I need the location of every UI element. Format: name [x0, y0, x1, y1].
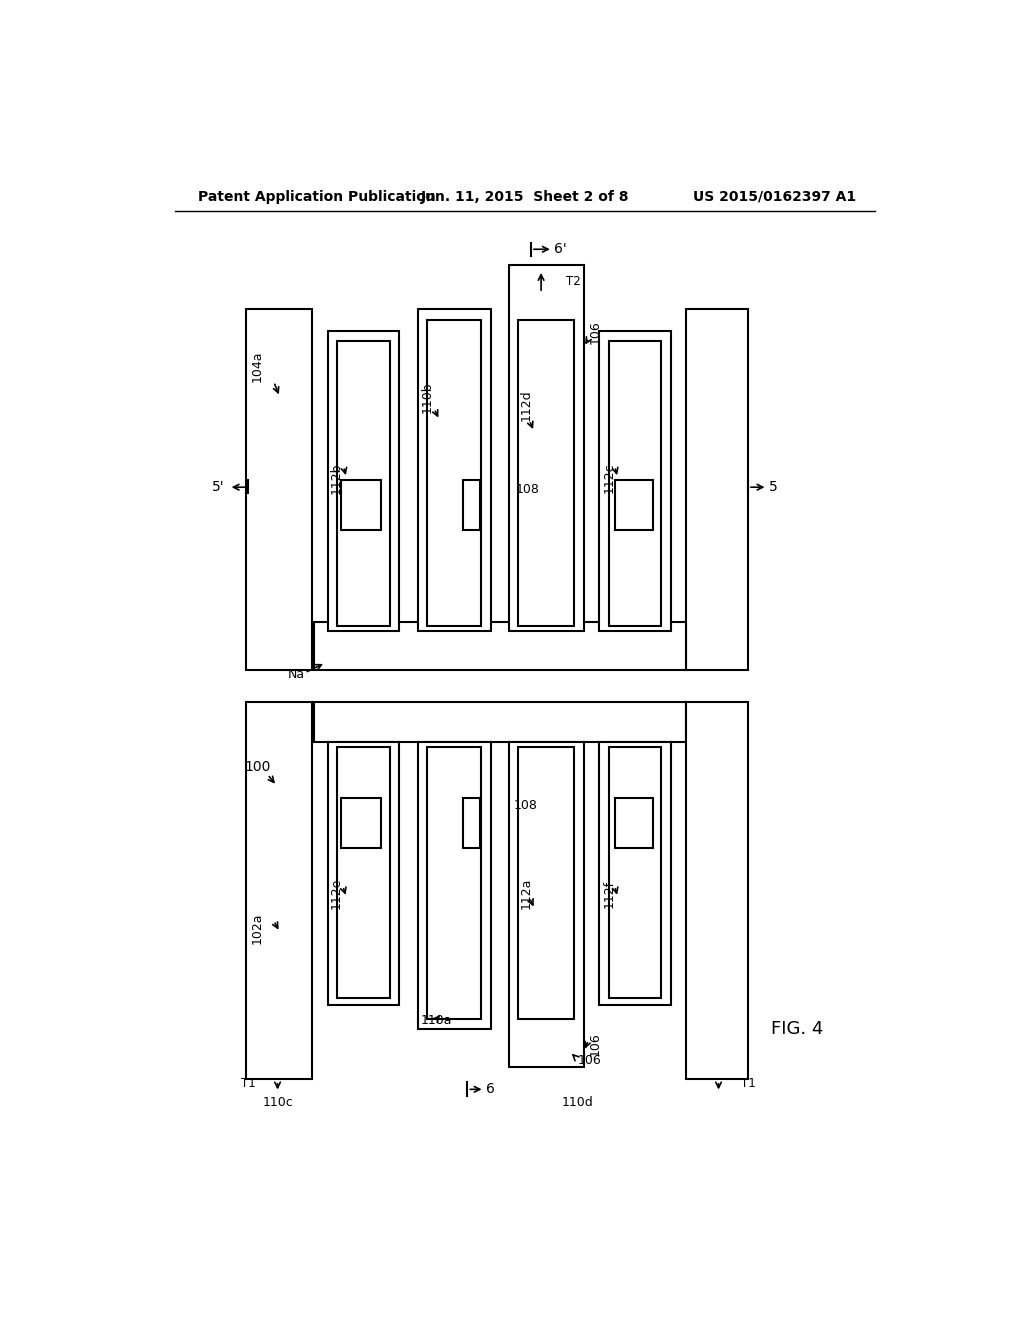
Text: 106: 106 [589, 319, 602, 343]
Bar [463, 797, 480, 847]
Text: 112a: 112a [519, 878, 532, 909]
Bar [328, 331, 399, 631]
Text: 108: 108 [515, 483, 540, 496]
Bar [328, 742, 399, 1006]
Text: 6: 6 [486, 1082, 495, 1097]
Bar [337, 747, 390, 998]
Text: 110c: 110c [262, 1096, 293, 1109]
Text: 106: 106 [589, 1032, 602, 1056]
Bar [518, 747, 573, 1019]
Text: 108: 108 [513, 799, 537, 812]
Bar [608, 747, 662, 998]
Text: 112e: 112e [330, 878, 342, 909]
Text: 6': 6' [554, 243, 567, 256]
Text: T1: T1 [241, 1077, 256, 1090]
Text: 112b: 112b [330, 462, 342, 494]
Bar [599, 742, 671, 1006]
Bar [337, 341, 390, 626]
Text: Na: Na [288, 668, 305, 681]
Text: Patent Application Publication: Patent Application Publication [198, 190, 435, 203]
Text: 5': 5' [212, 480, 224, 494]
Text: 102a: 102a [251, 912, 263, 944]
Text: 112f: 112f [602, 879, 615, 908]
Bar [246, 702, 312, 1078]
Bar [509, 264, 584, 631]
Bar [463, 480, 480, 531]
Text: 110d: 110d [561, 1096, 593, 1109]
Text: 112d: 112d [519, 389, 532, 421]
Bar [314, 702, 686, 742]
Bar [686, 702, 748, 1078]
Bar [246, 309, 312, 671]
Text: FIG. 4: FIG. 4 [771, 1019, 823, 1038]
Bar [599, 331, 671, 631]
Text: Jun. 11, 2015  Sheet 2 of 8: Jun. 11, 2015 Sheet 2 of 8 [421, 190, 629, 203]
Text: 110b: 110b [421, 381, 434, 413]
Bar [341, 480, 381, 531]
Text: 112c: 112c [602, 462, 615, 494]
Text: T2: T2 [566, 275, 581, 288]
Bar [614, 797, 653, 847]
Text: 5: 5 [769, 480, 777, 494]
Bar [518, 321, 573, 626]
Bar [614, 480, 653, 531]
Text: T1: T1 [740, 1077, 756, 1090]
Bar [418, 742, 490, 1028]
Text: US 2015/0162397 A1: US 2015/0162397 A1 [693, 190, 856, 203]
Text: 106: 106 [578, 1055, 601, 1068]
Bar [341, 797, 381, 847]
Text: 100: 100 [245, 760, 270, 774]
Bar [418, 309, 490, 631]
Bar [509, 742, 584, 1067]
Text: 110a: 110a [421, 1014, 453, 1027]
Bar [686, 309, 748, 671]
Bar [314, 622, 686, 671]
Bar [427, 321, 481, 626]
Text: 104a: 104a [251, 351, 263, 381]
Bar [608, 341, 662, 626]
Bar [427, 747, 481, 1019]
